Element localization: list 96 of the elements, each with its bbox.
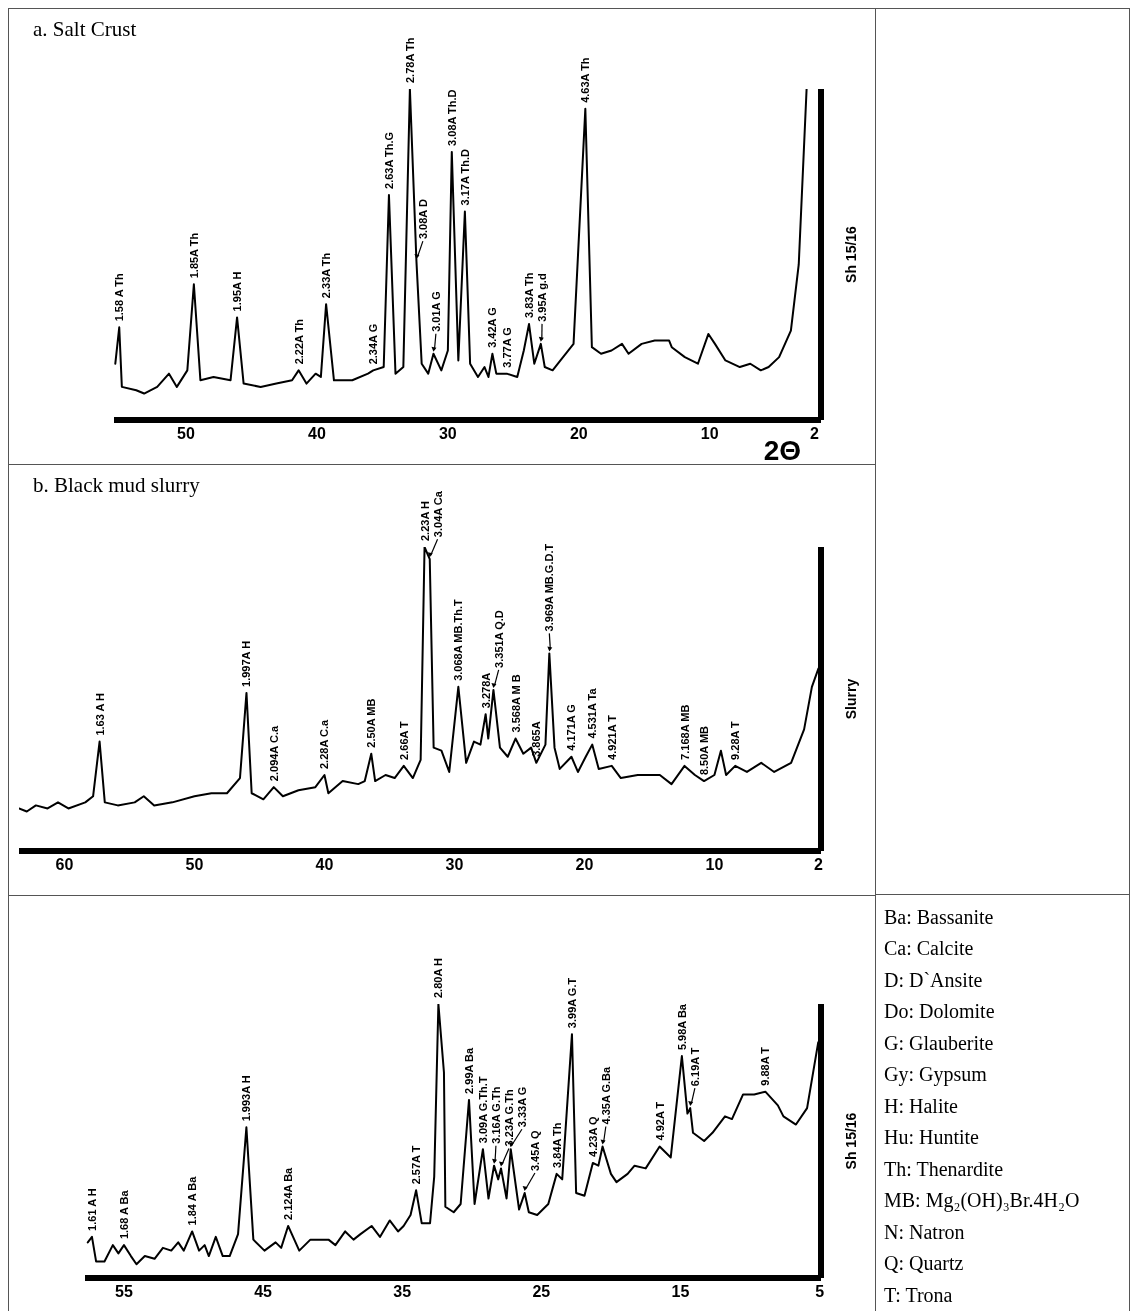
annotation: 1.997A H: [240, 640, 253, 687]
annotation: 2.33A Th: [320, 252, 333, 299]
annotation: 1.95A H: [231, 271, 244, 312]
annotation: 2.28A C.a: [318, 719, 331, 769]
x-tick-label: 40: [308, 425, 326, 443]
annotation: 2.124A Ba: [282, 1166, 295, 1220]
annotation: 2.63A Th.G: [382, 131, 395, 189]
annotation: 8.50A MB: [698, 725, 711, 776]
text: Ba: Bassanite: [884, 904, 995, 930]
annotation: 2.78A Th: [403, 37, 416, 83]
text: Th: Thenardite: [884, 1156, 1005, 1182]
text: D: D`Ansite: [884, 967, 984, 993]
annotation: 1.61 A H: [85, 1188, 98, 1231]
x-tick-label: 45: [254, 1283, 273, 1301]
annotation: 2.99A Ba: [463, 1046, 475, 1094]
annotation: 1.993A H: [240, 1075, 253, 1122]
text: H: Halite: [884, 1093, 959, 1119]
text: Q: Quartz: [884, 1251, 965, 1276]
x-tick-label: 2: [810, 425, 819, 443]
annotation: 2.22A Th: [292, 318, 305, 365]
y-axis-title: Slurry: [842, 678, 859, 720]
x-tick-label: 35: [393, 1283, 412, 1301]
annotation: 1.85A Th: [187, 232, 200, 279]
text: Ca: Calcite: [884, 936, 975, 961]
text: T: Trona: [884, 1282, 954, 1308]
text: Hu: Huntite: [884, 1125, 980, 1150]
annotation: 1.68 A Ba: [117, 1189, 130, 1240]
annotation: 3.068A MB.Th.T: [452, 599, 465, 681]
annotation: 3.83A Th: [523, 272, 536, 319]
text: MB: Mg₂(OH)₃Br.4H₂O: [884, 1188, 1081, 1214]
annotation: 4.35A G.Ba: [599, 1065, 612, 1125]
annotation: 5.98A Ba: [675, 1003, 688, 1051]
x-tick-label: 30: [438, 425, 457, 443]
annotation: 3.23A G.Th: [502, 1089, 515, 1147]
annotation: 3.77A G: [500, 327, 513, 368]
annotation: 3.01A G: [429, 291, 442, 332]
annotation: 2.66A T: [397, 720, 410, 760]
annotation: 4.23A Q: [586, 1115, 599, 1157]
chart-title: a. Salt Crust: [33, 17, 137, 42]
annotation: 4.921A T: [605, 714, 618, 760]
x-tick-label: 10: [700, 425, 719, 443]
annotation: 2.094A C.a: [267, 725, 280, 782]
annotation: 2.57A T: [410, 1145, 423, 1185]
x-tick-label: 30: [445, 856, 464, 874]
x-tick-label: 5: [815, 1283, 825, 1301]
text: Do: Dolomite: [884, 999, 996, 1024]
annotation: 6.19A T: [688, 1047, 701, 1087]
x-tick-label: 50: [177, 425, 196, 443]
annotation: 2.80A H: [432, 958, 445, 998]
text: G: Glauberite: [884, 1030, 995, 1056]
y-axis-title: Sh 15/16: [842, 1112, 859, 1170]
annotation: 4.171A G: [565, 704, 578, 751]
annotation: 3.16A G.Th: [489, 1086, 502, 1144]
annotation: 7.168A MB: [678, 704, 691, 760]
text: N: Natron: [884, 1219, 966, 1245]
annotation: 3.17A Th.D: [458, 148, 471, 206]
annotation: 3.45A Q: [528, 1130, 541, 1172]
x-axis-title: 2Θ: [763, 435, 801, 466]
x-tick-label: 15: [671, 1283, 690, 1301]
x-tick-label: 20: [575, 856, 594, 874]
annotation: 1.58 A Th: [113, 272, 126, 322]
x-tick-label: 20: [569, 425, 588, 443]
annotation: 3.95A g.d: [536, 273, 549, 322]
x-tick-label: 55: [115, 1283, 133, 1301]
annotation: 2.50A MB: [365, 698, 378, 748]
annotation: 3.278A: [479, 672, 492, 709]
annotation: 3.42A G: [486, 307, 499, 348]
annotation: 9.88A T: [759, 1046, 772, 1086]
annotation: 1.84 A Ba: [186, 1175, 199, 1226]
annotation: 4.92A T: [653, 1101, 666, 1141]
x-tick-label: 25: [532, 1283, 551, 1301]
y-axis-title: Sh 15/16: [842, 225, 859, 283]
annotation: 3.865A: [530, 721, 543, 757]
annotation: 3.969A MB.G.D.T: [543, 543, 556, 632]
annotation: 3.568A M B: [509, 674, 522, 733]
annotation: 2.34A G: [367, 323, 380, 365]
annotation: 3.09A G.Th.T: [476, 1076, 489, 1144]
annotation: 3.84A Th: [550, 1122, 563, 1168]
annotation: 3.99A G.T: [565, 977, 578, 1029]
annotation: 2.23A H: [418, 501, 431, 541]
annotation: 4.63A Th: [579, 57, 592, 103]
annotation: 3.351A Q.D: [492, 610, 505, 668]
x-tick-label: 60: [55, 856, 74, 874]
x-tick-label: 50: [185, 856, 204, 874]
annotation: 3.04A Ca: [431, 490, 444, 538]
annotation: 9.28A T: [729, 720, 742, 760]
annotation: 4.531A Ta: [586, 687, 599, 739]
annotation: 3.33A G: [515, 1086, 528, 1128]
x-tick-label: 10: [705, 856, 724, 874]
annotation: 1.63 A H: [93, 692, 106, 736]
x-tick-label: 40: [315, 856, 334, 874]
annotation: 3.08A Th.D: [445, 89, 458, 146]
annotation: 3.08A D: [416, 199, 429, 240]
x-tick-label: 2: [813, 856, 823, 874]
chart-title: b. Black mud slurry: [33, 473, 200, 498]
text: Gy: Gypsum: [884, 1062, 988, 1088]
